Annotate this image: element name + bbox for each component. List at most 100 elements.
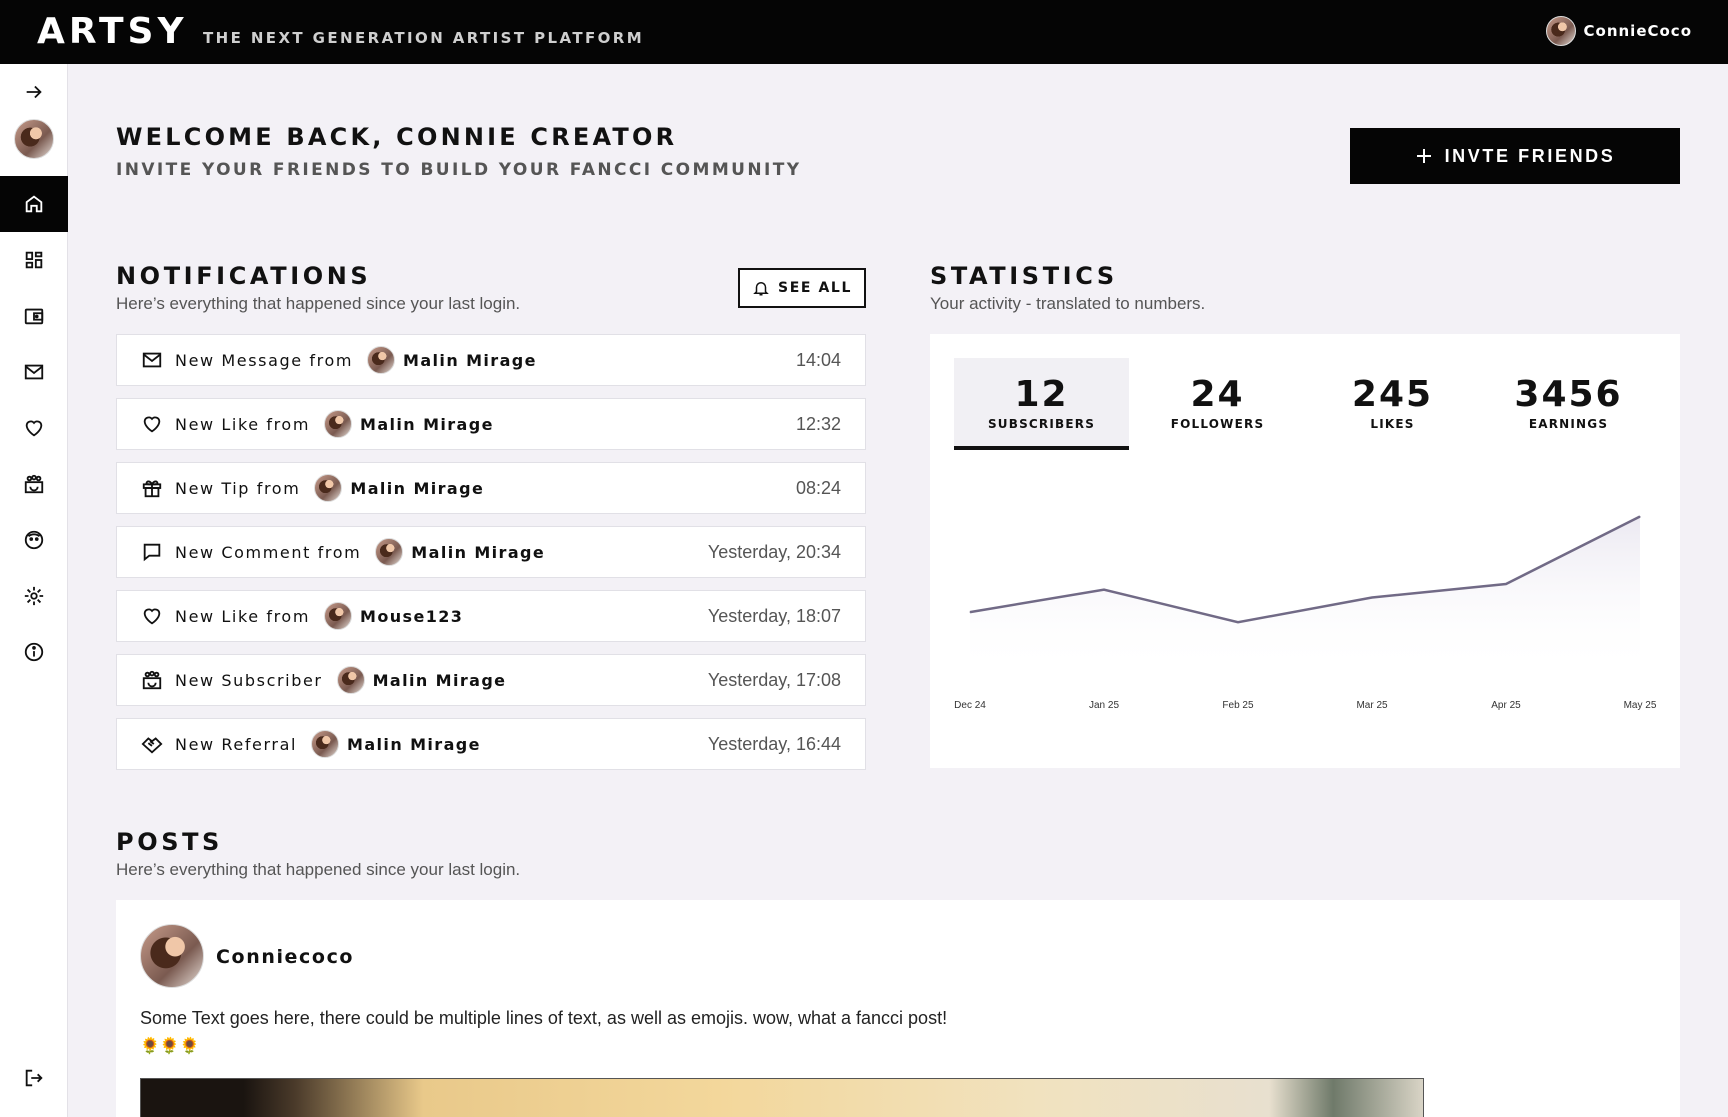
sidebar-item-subscribers[interactable] <box>0 456 68 512</box>
notifications-list: New Message from Malin Mirage 14:04 New … <box>116 334 866 782</box>
stat-label: LIKES <box>1370 417 1415 431</box>
chart-point[interactable] <box>1237 621 1239 623</box>
invite-friends-button[interactable]: INVTE FRIENDS <box>1350 128 1680 184</box>
notification-user[interactable]: Malin Mirage <box>347 734 481 754</box>
arrow-right-icon <box>26 85 42 99</box>
post-card: Conniecoco Some Text goes here, there co… <box>116 900 1680 1117</box>
notification-item[interactable]: New Tip from Malin Mirage 08:24 <box>116 462 866 514</box>
heart-icon <box>141 413 163 435</box>
notification-time: 14:04 <box>795 349 841 370</box>
chart-point[interactable] <box>1639 516 1641 517</box>
mail-icon <box>24 364 44 380</box>
notification-item[interactable]: New Like from Malin Mirage 12:32 <box>116 398 866 450</box>
notification-item[interactable]: New Comment from Malin Mirage Yesterday,… <box>116 526 866 578</box>
notification-user[interactable]: Mouse123 <box>360 606 464 626</box>
notification-user[interactable]: Malin Mirage <box>372 670 507 690</box>
home-icon <box>25 195 43 213</box>
statistics-chart: Dec 24 Jan 25 Feb 25 Mar 25 Apr 25 May 25 <box>954 515 1657 711</box>
sidebar-item-likes[interactable] <box>0 400 68 456</box>
chart-point[interactable] <box>1505 583 1507 585</box>
username: ConnieCoco <box>1583 22 1692 40</box>
notification-item[interactable]: New Subscriber Malin Mirage Yesterday, 1… <box>116 654 866 706</box>
tab-subscribers[interactable]: 12 SUBSCRIBERS <box>954 358 1129 450</box>
face-icon <box>24 530 44 550</box>
notification-user[interactable]: Malin Mirage <box>403 350 537 370</box>
sidebar-item-wallet[interactable] <box>0 288 68 344</box>
notification-item[interactable]: New Message from Malin Mirage 14:04 <box>116 334 866 386</box>
notification-text: New Like from <box>175 414 311 434</box>
tab-likes[interactable]: 245 LIKES <box>1305 358 1480 450</box>
notification-text: New Like from <box>175 606 311 626</box>
statistics-title: STATISTICS <box>930 262 1118 290</box>
avatar <box>324 602 353 630</box>
chart-point[interactable] <box>969 611 971 613</box>
notification-user[interactable]: Malin Mirage <box>411 542 546 562</box>
avatar <box>367 346 396 374</box>
notification-text: New Referral <box>175 734 298 754</box>
notification-item[interactable]: New Like from Mouse123 Yesterday, 18:07 <box>116 590 866 642</box>
chart-x-tick-label: Dec 24 <box>954 700 986 711</box>
sidebar-item-home[interactable] <box>0 176 68 232</box>
avatar <box>336 666 365 694</box>
logout-icon <box>25 1069 43 1087</box>
logo[interactable]: ARTSY <box>37 11 188 52</box>
user-menu[interactable]: ConnieCoco <box>1545 16 1693 46</box>
post-image[interactable] <box>140 1078 1424 1117</box>
expand-sidebar-button[interactable] <box>0 68 68 116</box>
avatar <box>311 730 340 758</box>
post-emoji: 🌻🌻🌻 <box>140 1036 200 1055</box>
logout-button[interactable] <box>0 1050 68 1106</box>
chart-x-tick-label: Apr 25 <box>1491 700 1521 711</box>
posts-title: POSTS <box>116 828 223 856</box>
sidebar-item-info[interactable] <box>0 624 68 680</box>
top-bar: ARTSY THE NEXT GENERATION ARTIST PLATFOR… <box>0 0 1728 64</box>
chart-point[interactable] <box>1371 597 1373 598</box>
notification-text: New Tip from <box>175 478 301 498</box>
tagline: THE NEXT GENERATION ARTIST PLATFORM <box>203 29 645 47</box>
notification-user[interactable]: Malin Mirage <box>360 414 494 434</box>
notification-text: New Message from <box>175 350 354 370</box>
sidebar <box>0 64 68 1117</box>
page-subtitle: INVITE YOUR FRIENDS TO BUILD YOUR FANCCI… <box>116 160 802 180</box>
wallet-icon <box>24 308 44 325</box>
sidebar-item-settings[interactable] <box>0 568 68 624</box>
tab-earnings[interactable]: 3456 EARNINGS <box>1481 358 1656 450</box>
info-icon <box>24 642 44 662</box>
post-author[interactable]: Conniecoco <box>216 946 355 968</box>
gift-icon <box>141 477 163 499</box>
notification-text: New Subscriber <box>175 670 323 690</box>
heart-icon <box>141 605 163 627</box>
avatar[interactable] <box>140 924 204 988</box>
notification-time: Yesterday, 20:34 <box>707 541 841 562</box>
chart-series-line <box>969 515 1641 624</box>
bell-icon <box>753 282 769 296</box>
chart-area-fill <box>970 516 1640 674</box>
stat-label: EARNINGS <box>1528 417 1609 431</box>
posts-subtitle: Here’s everything that happened since yo… <box>116 860 521 879</box>
community-icon <box>141 669 163 691</box>
notification-item[interactable]: New Referral Malin Mirage Yesterday, 16:… <box>116 718 866 770</box>
stat-value: 12 <box>1014 374 1069 415</box>
chart-point[interactable] <box>1103 589 1105 591</box>
page-title: WELCOME BACK, CONNIE CREATOR <box>116 123 678 151</box>
sidebar-item-face[interactable] <box>0 512 68 568</box>
stat-label: FOLLOWERS <box>1170 417 1265 431</box>
mail-icon <box>141 349 163 371</box>
statistics-subtitle: Your activity - translated to numbers. <box>930 294 1206 313</box>
notification-user[interactable]: Malin Mirage <box>350 478 485 498</box>
avatar <box>1545 16 1576 46</box>
see-all-button[interactable]: SEE ALL <box>738 268 866 308</box>
avatar <box>314 474 343 502</box>
handshake-icon <box>141 733 163 755</box>
heart-icon <box>25 420 43 437</box>
chart-x-tick-label: Jan 25 <box>1089 700 1119 711</box>
sidebar-item-dashboard[interactable] <box>0 232 68 288</box>
see-all-label: SEE ALL <box>778 280 852 296</box>
tab-followers[interactable]: 24 FOLLOWERS <box>1130 358 1305 450</box>
community-icon <box>24 474 44 494</box>
notifications-subtitle: Here’s everything that happened since yo… <box>116 294 521 313</box>
sidebar-item-messages[interactable] <box>0 344 68 400</box>
notification-time: 12:32 <box>795 413 841 434</box>
sidebar-avatar[interactable] <box>0 104 68 174</box>
notification-time: Yesterday, 18:07 <box>707 605 841 626</box>
